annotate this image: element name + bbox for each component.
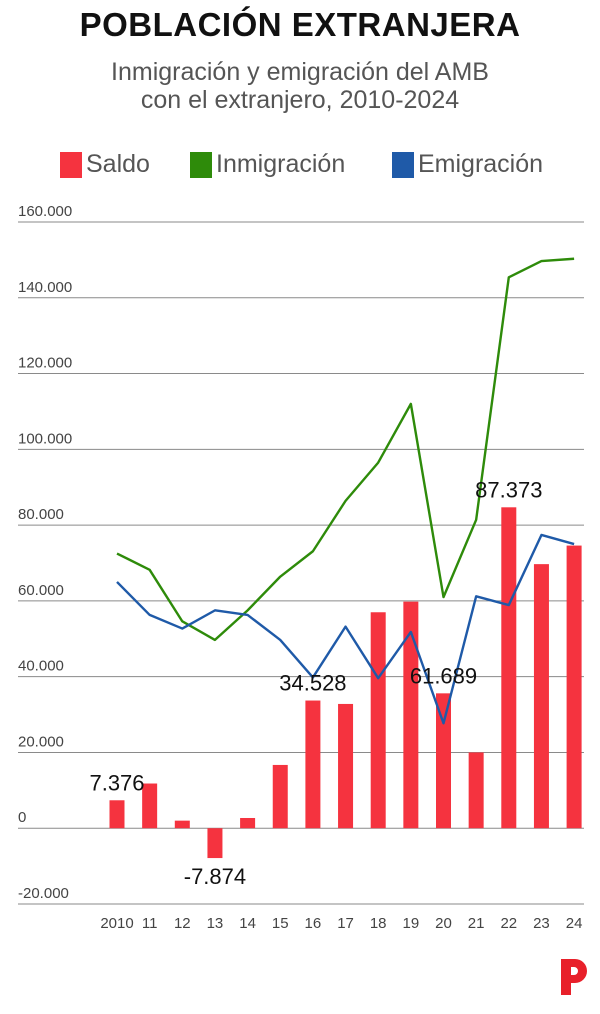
series-line-emigracin — [116, 533, 575, 725]
data-label: 7.376 — [89, 770, 144, 795]
legend-label-inmigracion: Inmigración — [216, 150, 346, 178]
x-tick-label: 15 — [272, 915, 289, 932]
bar-saldo — [142, 783, 158, 829]
x-tick-label: 16 — [305, 915, 322, 932]
bar-saldo — [566, 545, 582, 829]
x-tick-label: 14 — [239, 915, 256, 932]
series-line-inmigracin — [116, 257, 575, 642]
subtitle-line-1: Inmigración y emigración del AMB — [111, 58, 489, 86]
x-tick-label: 23 — [533, 915, 550, 932]
y-tick-label: 100.000 — [18, 430, 72, 447]
bar-saldo — [501, 507, 517, 829]
bar-saldo — [533, 564, 549, 829]
data-label: 87.373 — [475, 477, 542, 502]
legend: Saldo Inmigración Emigración — [0, 150, 600, 186]
x-tick-label: 2010 — [100, 915, 133, 932]
x-tick-label: 11 — [142, 915, 158, 932]
x-tick-label: 13 — [207, 915, 224, 932]
y-tick-label: 80.000 — [18, 506, 64, 523]
bar-saldo — [174, 820, 190, 829]
p-logo-icon — [561, 959, 587, 995]
bar-saldo — [436, 693, 451, 829]
x-tick-label: 20 — [435, 915, 452, 932]
bar-saldo — [338, 703, 354, 829]
data-label: 34.528 — [279, 671, 346, 696]
bar-saldo — [207, 828, 223, 859]
y-tick-label: 60.000 — [18, 582, 64, 599]
bar-saldo — [272, 764, 288, 829]
legend-item-emigracion: Emigración — [392, 150, 543, 179]
chart-title: POBLACIÓN EXTRANJERA — [79, 6, 521, 43]
data-label: -7.874 — [184, 864, 246, 889]
bar-saldo — [240, 817, 256, 829]
x-tick-label: 17 — [337, 915, 354, 932]
x-tick-label: 12 — [174, 915, 191, 932]
y-tick-label: 120.000 — [18, 355, 72, 372]
legend-item-saldo: Saldo — [60, 150, 150, 179]
y-tick-label: 140.000 — [18, 279, 72, 296]
chart-subtitle: Inmigración y emigración del AMB con el … — [0, 58, 600, 114]
legend-label-saldo: Saldo — [86, 150, 150, 178]
y-tick-label: 20.000 — [18, 733, 64, 750]
y-tick-label: -20.000 — [18, 885, 69, 902]
bar-saldo — [468, 752, 484, 829]
data-label: 61.689 — [410, 663, 477, 688]
bar-saldo — [370, 612, 386, 829]
legend-swatch-inmigracion — [190, 151, 212, 178]
subtitle-line-2: con el extranjero, 2010-2024 — [140, 86, 460, 114]
y-tick-label: 40.000 — [18, 658, 64, 675]
x-tick-label: 18 — [370, 915, 387, 932]
legend-item-inmigracion: Inmigración — [190, 150, 345, 179]
legend-swatch-emigracion — [392, 151, 414, 178]
y-tick-label: 0 — [18, 809, 26, 826]
y-tick-label: 160.000 — [18, 203, 72, 220]
x-tick-label: 21 — [468, 915, 485, 932]
x-tick-label: 24 — [566, 915, 583, 932]
legend-label-emigracion: Emigración — [418, 150, 544, 178]
x-tick-label: 19 — [403, 915, 420, 932]
x-tick-label: 22 — [500, 915, 517, 932]
bar-saldo — [109, 800, 125, 829]
bar-saldo — [403, 601, 419, 829]
legend-swatch-saldo — [60, 151, 82, 178]
bar-saldo — [305, 700, 321, 829]
